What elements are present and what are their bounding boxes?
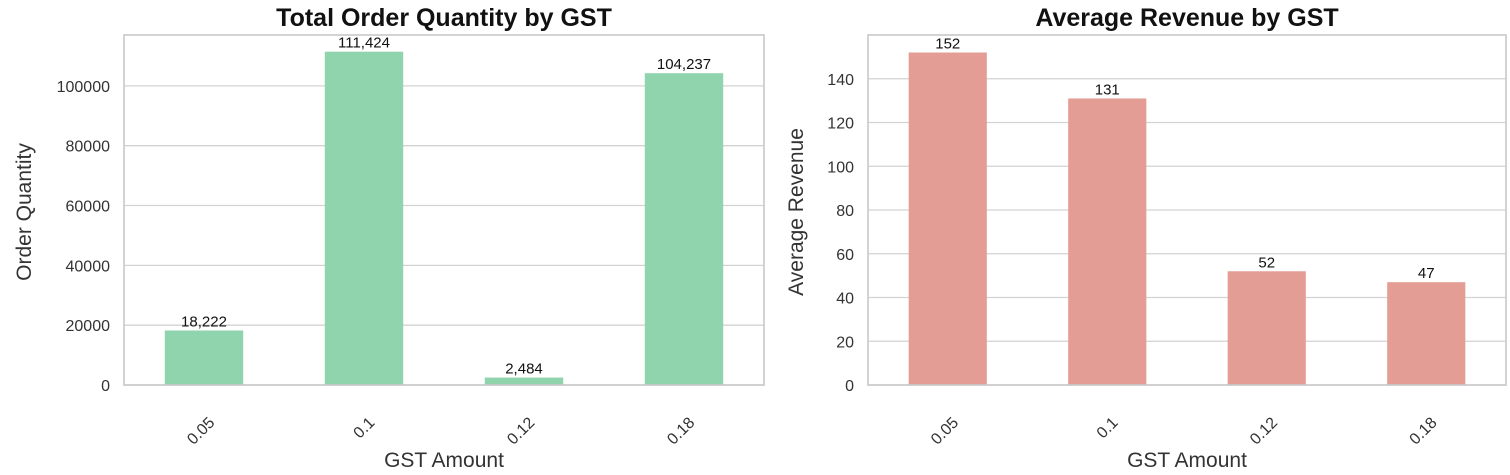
average-revenue-chart: Average Revenue by GST Average Revenue G… <box>785 4 1507 472</box>
plot-area: 0 20 40 60 80 100 120 140 152 0.05 131 0.1 52 0.12 47 0… <box>827 34 1507 448</box>
y-tick-label: 40000 <box>66 258 111 275</box>
y-tick-label: 20 <box>836 334 854 351</box>
x-tick-label: 0.1 <box>1094 414 1122 442</box>
y-tick-label: 0 <box>101 378 110 395</box>
y-tick-label: 140 <box>827 72 854 89</box>
chart-title: Total Order Quantity by GST <box>276 4 612 32</box>
y-tick-label: 0 <box>845 378 854 395</box>
x-tick-label: 0.12 <box>504 414 538 448</box>
data-label: 47 <box>1418 265 1435 282</box>
bar <box>1068 98 1147 385</box>
bar <box>1387 282 1466 385</box>
data-label: 111,424 <box>338 35 390 52</box>
bar <box>644 73 724 385</box>
y-tick-label: 80000 <box>66 139 111 156</box>
chart-title: Average Revenue by GST <box>1035 4 1338 32</box>
data-label: 152 <box>935 36 960 53</box>
y-axis-label: Average Revenue <box>785 128 808 296</box>
y-tick-label: 60000 <box>66 199 111 216</box>
data-label: 18,222 <box>181 313 227 330</box>
order-quantity-chart: Total Order Quantity by GST Order Quanti… <box>13 4 765 472</box>
x-tick-label: 0.1 <box>351 414 379 442</box>
y-tick-label: 100 <box>827 159 854 176</box>
y-tick-label: 20000 <box>66 318 111 335</box>
plot-area: 0 20000 40000 60000 80000 100000 18,222 0.05 111… <box>57 34 765 448</box>
x-tick-label: 0.12 <box>1247 414 1281 448</box>
x-axis-label: GST Amount <box>384 449 504 472</box>
data-label: 104,237 <box>657 56 711 73</box>
y-tick-label: 100000 <box>57 79 110 96</box>
y-tick-label: 60 <box>836 247 854 264</box>
bar <box>908 52 987 385</box>
y-axis-label: Order Quantity <box>13 143 36 281</box>
y-tick-label: 40 <box>836 291 854 308</box>
bar <box>324 51 404 385</box>
x-tick-label: 0.18 <box>1407 414 1441 448</box>
data-label: 131 <box>1095 81 1120 98</box>
x-tick-label: 0.18 <box>664 414 698 448</box>
bar <box>484 377 564 385</box>
x-tick-label: 0.05 <box>928 414 962 448</box>
data-label: 2,484 <box>505 361 543 378</box>
bar <box>164 330 244 385</box>
y-tick-label: 120 <box>827 116 854 133</box>
x-axis-label: GST Amount <box>1127 449 1247 472</box>
data-label: 52 <box>1258 254 1275 271</box>
y-tick-label: 80 <box>836 203 854 220</box>
x-tick-label: 0.05 <box>184 414 218 448</box>
plot-frame <box>123 34 765 386</box>
plot-frame <box>867 34 1507 386</box>
bar <box>1227 271 1306 385</box>
